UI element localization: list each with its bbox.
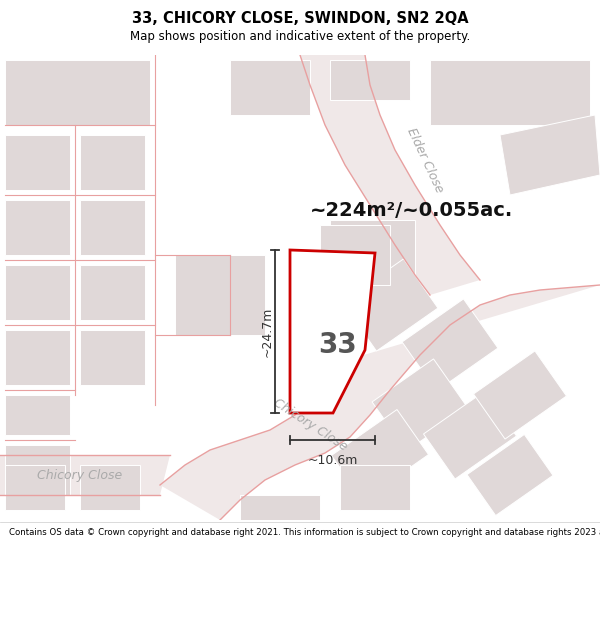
Polygon shape xyxy=(160,285,600,520)
Text: 33, CHICORY CLOSE, SWINDON, SN2 2QA: 33, CHICORY CLOSE, SWINDON, SN2 2QA xyxy=(131,11,469,26)
Text: Elder Close: Elder Close xyxy=(404,126,446,194)
Bar xyxy=(5,465,65,510)
Bar xyxy=(230,60,310,115)
Bar xyxy=(80,330,145,385)
Bar xyxy=(5,60,150,125)
Polygon shape xyxy=(467,434,553,516)
Text: ~224m²/~0.055ac.: ~224m²/~0.055ac. xyxy=(310,201,513,219)
Polygon shape xyxy=(320,225,390,285)
Polygon shape xyxy=(331,409,428,501)
Bar xyxy=(5,395,70,435)
Polygon shape xyxy=(402,299,498,391)
Bar xyxy=(5,330,70,385)
Bar xyxy=(80,465,140,510)
Polygon shape xyxy=(0,455,170,495)
Bar xyxy=(5,200,70,255)
Text: Map shows position and indicative extent of the property.: Map shows position and indicative extent… xyxy=(130,30,470,43)
Text: Chicory Close: Chicory Close xyxy=(37,469,122,481)
Polygon shape xyxy=(430,60,590,125)
Text: ~10.6m: ~10.6m xyxy=(307,454,358,467)
Bar xyxy=(5,265,70,320)
Text: Chicory Close: Chicory Close xyxy=(271,396,349,454)
Bar xyxy=(175,255,265,335)
Bar xyxy=(330,60,410,100)
Polygon shape xyxy=(342,259,438,351)
Bar xyxy=(80,135,145,190)
Bar xyxy=(240,495,320,535)
Text: 33: 33 xyxy=(319,331,358,359)
Bar xyxy=(80,265,145,320)
Bar xyxy=(5,445,70,495)
Polygon shape xyxy=(473,351,566,439)
Text: ~24.7m: ~24.7m xyxy=(260,306,274,357)
Bar xyxy=(330,220,415,285)
Polygon shape xyxy=(300,55,480,295)
Polygon shape xyxy=(424,391,517,479)
Polygon shape xyxy=(290,250,375,413)
Bar xyxy=(80,200,145,255)
Bar xyxy=(340,465,410,510)
Polygon shape xyxy=(372,359,468,451)
Text: Contains OS data © Crown copyright and database right 2021. This information is : Contains OS data © Crown copyright and d… xyxy=(9,528,600,538)
Polygon shape xyxy=(500,115,600,195)
Bar xyxy=(5,135,70,190)
